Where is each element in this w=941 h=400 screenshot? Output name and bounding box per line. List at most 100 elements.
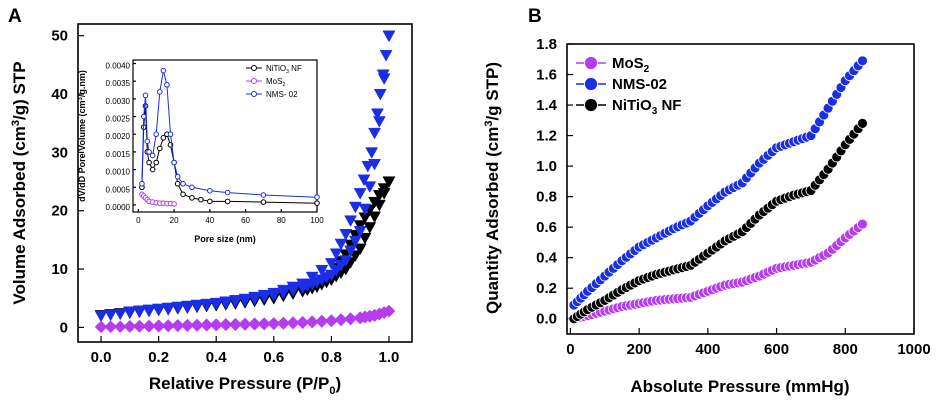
inset-y-tick-label: 0.0020 [106, 132, 131, 141]
inset-y-tick-label: 0.0030 [106, 97, 131, 106]
a-point-nitio3nf-desorption [382, 176, 396, 189]
a-point-mos2-desorption [229, 317, 242, 331]
panel-b-xlabel: Absolute Pressure (mmHg) [630, 377, 849, 396]
inset-x-tick-label: 0 [136, 216, 141, 225]
a-point-nms02-desorption [248, 291, 262, 304]
b-legend-marker [584, 98, 598, 112]
a-point-nms02-desorption [371, 108, 384, 120]
a-point-nms02-desorption [368, 127, 381, 140]
panel-a-xlabel: Relative Pressure (P/P0) [149, 374, 341, 397]
a-point-nms02-desorption [267, 287, 281, 300]
a-point-mos2-desorption [171, 318, 185, 332]
b-x-tick-label: 800 [833, 341, 858, 358]
a-point-nitio3nf-adsorption [368, 211, 381, 224]
a-point-mos2-desorption [353, 311, 367, 324]
inset-legend-marker [251, 78, 257, 84]
inset-point-mos2 [171, 201, 177, 207]
panel-a-inset: 0 20 40 60 80 100 0.0000 0.0005 0.0010 0.0015 0.00… [77, 59, 325, 244]
panel-b-marks [568, 55, 868, 325]
a-point-nms02-desorption [180, 300, 194, 313]
a-x-tick-label: 0.8 [321, 349, 342, 366]
a-point-nms02-desorption [209, 297, 223, 310]
a-point-nitio3nf-desorption [377, 183, 391, 195]
b-x-tick-label: 0 [566, 341, 574, 358]
a-point-mos2-desorption [238, 317, 252, 331]
inset-point-nitio3nf [260, 199, 267, 205]
a-point-nms02-desorption [171, 301, 185, 314]
inset-point-nitio3nf [153, 159, 160, 166]
a-point-nms02-desorption [357, 174, 371, 187]
inset-ticks: 0 20 40 60 80 100 0.0000 0.0005 0.0010 0.0015 0.00… [106, 62, 325, 225]
inset-frame [132, 59, 318, 213]
inset-x-tick-label: 100 [310, 216, 324, 225]
a-point-nms02-desorption [315, 264, 329, 277]
inset-y-tick-label: 0.0005 [106, 185, 131, 194]
a-point-mos2-desorption [257, 317, 271, 330]
inset-point-nitio3nf [160, 134, 167, 141]
a-y-tick-label: 20 [51, 203, 68, 220]
a-x-tick-label: 0.6 [263, 349, 284, 366]
inset-point-nms02 [260, 192, 267, 198]
a-point-mos2-desorption [267, 316, 281, 330]
a-point-nms02-desorption [373, 88, 387, 101]
a-point-mos2-desorption [219, 317, 233, 331]
a-point-mos2-desorption [334, 313, 348, 326]
b-y-tick-label: 1.4 [536, 97, 558, 114]
a-point-nms02-adsorption [353, 226, 367, 238]
panel-a: A 0.0 0.2 0.4 0.6 0.8 1.0 0 10 20 30 40 50 Relative… [8, 6, 413, 397]
inset-point-nitio3nf [189, 195, 195, 201]
a-point-nms02-adsorption [104, 309, 118, 322]
a-point-nms02-desorption [200, 298, 214, 311]
b-legend-label: MoS2 [612, 55, 650, 75]
a-point-nms02-desorption [228, 295, 242, 307]
a-y-tick-label: 50 [51, 28, 68, 45]
a-point-mos2-desorption [305, 315, 319, 328]
a-point-nms02-desorption [382, 30, 396, 43]
a-point-nitio3nf-adsorption [353, 243, 367, 256]
inset-ylabel: dV/dD Pore Volume (cm3/g.nm) [77, 70, 87, 202]
a-point-mos2-desorption [325, 314, 338, 327]
inset-point-nms02 [224, 189, 231, 196]
a-point-nms02-adsorption [348, 235, 362, 248]
b-x-tick-label: 1000 [897, 341, 930, 358]
a-y-tick-label: 40 [51, 86, 68, 103]
a-point-nms02-adsorption [113, 308, 127, 321]
b-point-nitio3nf [857, 117, 868, 129]
b-y-tick-label: 0.0 [536, 311, 557, 328]
a-point-mos2-desorption [296, 315, 309, 329]
a-point-nms02-desorption [276, 284, 290, 297]
inset-point-nms02 [164, 81, 170, 88]
inset-marks [139, 67, 320, 207]
panel-b-frame [566, 43, 915, 335]
b-legend-label: NMS-02 [612, 76, 667, 93]
panel-a-marks [94, 30, 396, 334]
b-y-tick-label: 0.4 [536, 250, 558, 267]
inset-point-nms02 [149, 152, 156, 159]
inset-point-nitio3nf [149, 166, 156, 173]
inset-point-nms02 [153, 131, 160, 138]
inset-legend: NiTiO3 NF MoS2 NMS- 02 [246, 64, 302, 99]
inset-legend-label: MoS2 [266, 77, 285, 88]
a-point-nitio3nf-adsorption [358, 232, 372, 245]
a-point-mos2-desorption [142, 319, 156, 333]
panel-b: B 0 200 400 600 800 1000 0.0 0.2 0.4 0.6 0.8 1.0 1.2… [483, 6, 931, 396]
inset-point-nms02 [207, 187, 213, 194]
inset-point-nms02 [171, 159, 177, 166]
a-point-nms02-adsorption [372, 116, 386, 128]
panel-b-ylabel: Quantity Adsorbed (cm3/g STP) [483, 62, 502, 314]
a-point-nms02-desorption [161, 302, 175, 315]
b-y-tick-label: 1.0 [536, 158, 557, 175]
inset-xlabel: Pore size (nm) [194, 234, 256, 244]
panel-b-label: B [528, 6, 542, 27]
inset-y-tick-label: 0.0010 [106, 168, 131, 177]
inset-point-nms02 [156, 89, 163, 95]
a-point-mos2-desorption [286, 316, 300, 329]
inset-point-nitio3nf [156, 145, 163, 152]
a-y-tick-label: 10 [51, 261, 68, 278]
a-point-nms02-desorption [219, 296, 233, 309]
a-point-nms02-desorption [305, 271, 319, 284]
a-point-mos2-adsorption [113, 320, 127, 333]
inset-point-nms02 [189, 184, 195, 191]
